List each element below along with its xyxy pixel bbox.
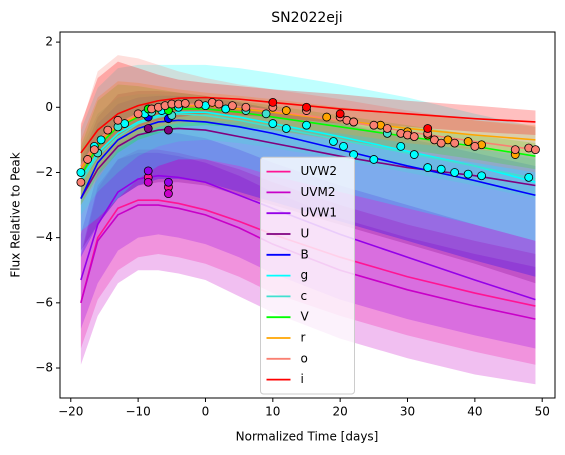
y-tick-label: −6 <box>35 295 53 309</box>
observation <box>76 168 86 177</box>
observation <box>194 99 204 109</box>
observation <box>339 141 348 151</box>
model-line <box>80 119 536 199</box>
x-tick-label: 0 <box>202 405 210 419</box>
model-line <box>80 174 536 301</box>
legend-label: V <box>301 310 310 324</box>
observation <box>302 120 311 130</box>
y-tick-label: −2 <box>35 165 53 179</box>
y-tick-label: −8 <box>35 361 53 375</box>
x-tick-label: −10 <box>125 405 150 419</box>
y-tick-label: 2 <box>45 35 53 49</box>
legend-label: UVW2 <box>301 164 338 178</box>
model-line <box>80 111 536 184</box>
x-tick-label: 10 <box>265 405 280 419</box>
y-tick-label: 0 <box>45 100 53 114</box>
observation <box>409 132 419 142</box>
observation <box>268 97 278 107</box>
legend-label: r <box>301 331 306 345</box>
observation <box>463 169 473 179</box>
observation <box>180 98 190 108</box>
observation <box>268 119 278 128</box>
y-tick-label: −4 <box>35 230 53 244</box>
observation <box>228 101 237 111</box>
observation <box>261 109 271 119</box>
observation <box>450 138 460 148</box>
observation <box>436 138 446 148</box>
observation <box>477 171 486 181</box>
observation <box>214 99 224 109</box>
x-tick-label: 50 <box>535 405 550 419</box>
x-tick-label: 40 <box>467 405 482 419</box>
observation <box>524 172 534 182</box>
uncertainty-band <box>80 61 536 183</box>
observation <box>76 177 86 187</box>
model-line <box>80 199 536 307</box>
legend-label: B <box>301 247 309 261</box>
legend-label: i <box>301 372 304 386</box>
observation <box>113 115 123 125</box>
observation <box>143 177 153 187</box>
legend-label: UVM2 <box>301 185 336 199</box>
observation <box>335 109 345 119</box>
legend-label: UVW1 <box>301 206 338 220</box>
x-tick-label: 20 <box>333 405 348 419</box>
axes-frame <box>59 31 556 399</box>
model-line <box>80 96 536 154</box>
observation <box>322 112 332 122</box>
observation <box>382 124 392 133</box>
observation <box>96 135 106 145</box>
uncertainty-band <box>80 81 536 199</box>
observation <box>409 150 419 159</box>
observation <box>83 155 93 164</box>
observation <box>164 177 173 187</box>
x-axis-label: Normalized Time [days] <box>236 430 379 444</box>
observation <box>349 117 359 127</box>
observation <box>510 145 520 155</box>
observation <box>463 137 473 146</box>
chart-title: SN2022eji <box>271 10 342 26</box>
observation <box>450 168 460 177</box>
observation <box>470 141 480 151</box>
observation <box>241 102 251 112</box>
observation <box>281 124 291 133</box>
observation <box>164 189 173 199</box>
legend-label: o <box>301 351 308 365</box>
observation <box>369 120 379 130</box>
observation <box>143 124 153 133</box>
model-line <box>80 113 536 183</box>
observation <box>302 102 311 112</box>
y-axis-label: Flux Relative to Peak <box>9 152 23 277</box>
observation <box>133 109 143 119</box>
observation <box>143 166 153 176</box>
observation <box>103 125 113 135</box>
observation <box>423 124 433 133</box>
model-line <box>80 204 536 320</box>
model-line <box>80 127 536 199</box>
legend-label: g <box>301 268 309 282</box>
observation <box>89 145 99 155</box>
uncertainty-band <box>80 94 536 215</box>
observation <box>329 137 338 146</box>
observation <box>396 141 406 151</box>
legend-label: U <box>301 227 310 241</box>
observation <box>531 145 540 155</box>
legend-box <box>260 156 355 395</box>
observation <box>164 125 173 135</box>
legend-label: c <box>301 289 308 303</box>
x-tick-label: −20 <box>58 405 83 419</box>
observation <box>281 106 291 115</box>
x-tick-label: 30 <box>400 405 415 419</box>
observation <box>369 155 379 164</box>
observation <box>436 164 446 174</box>
observation <box>423 163 433 172</box>
